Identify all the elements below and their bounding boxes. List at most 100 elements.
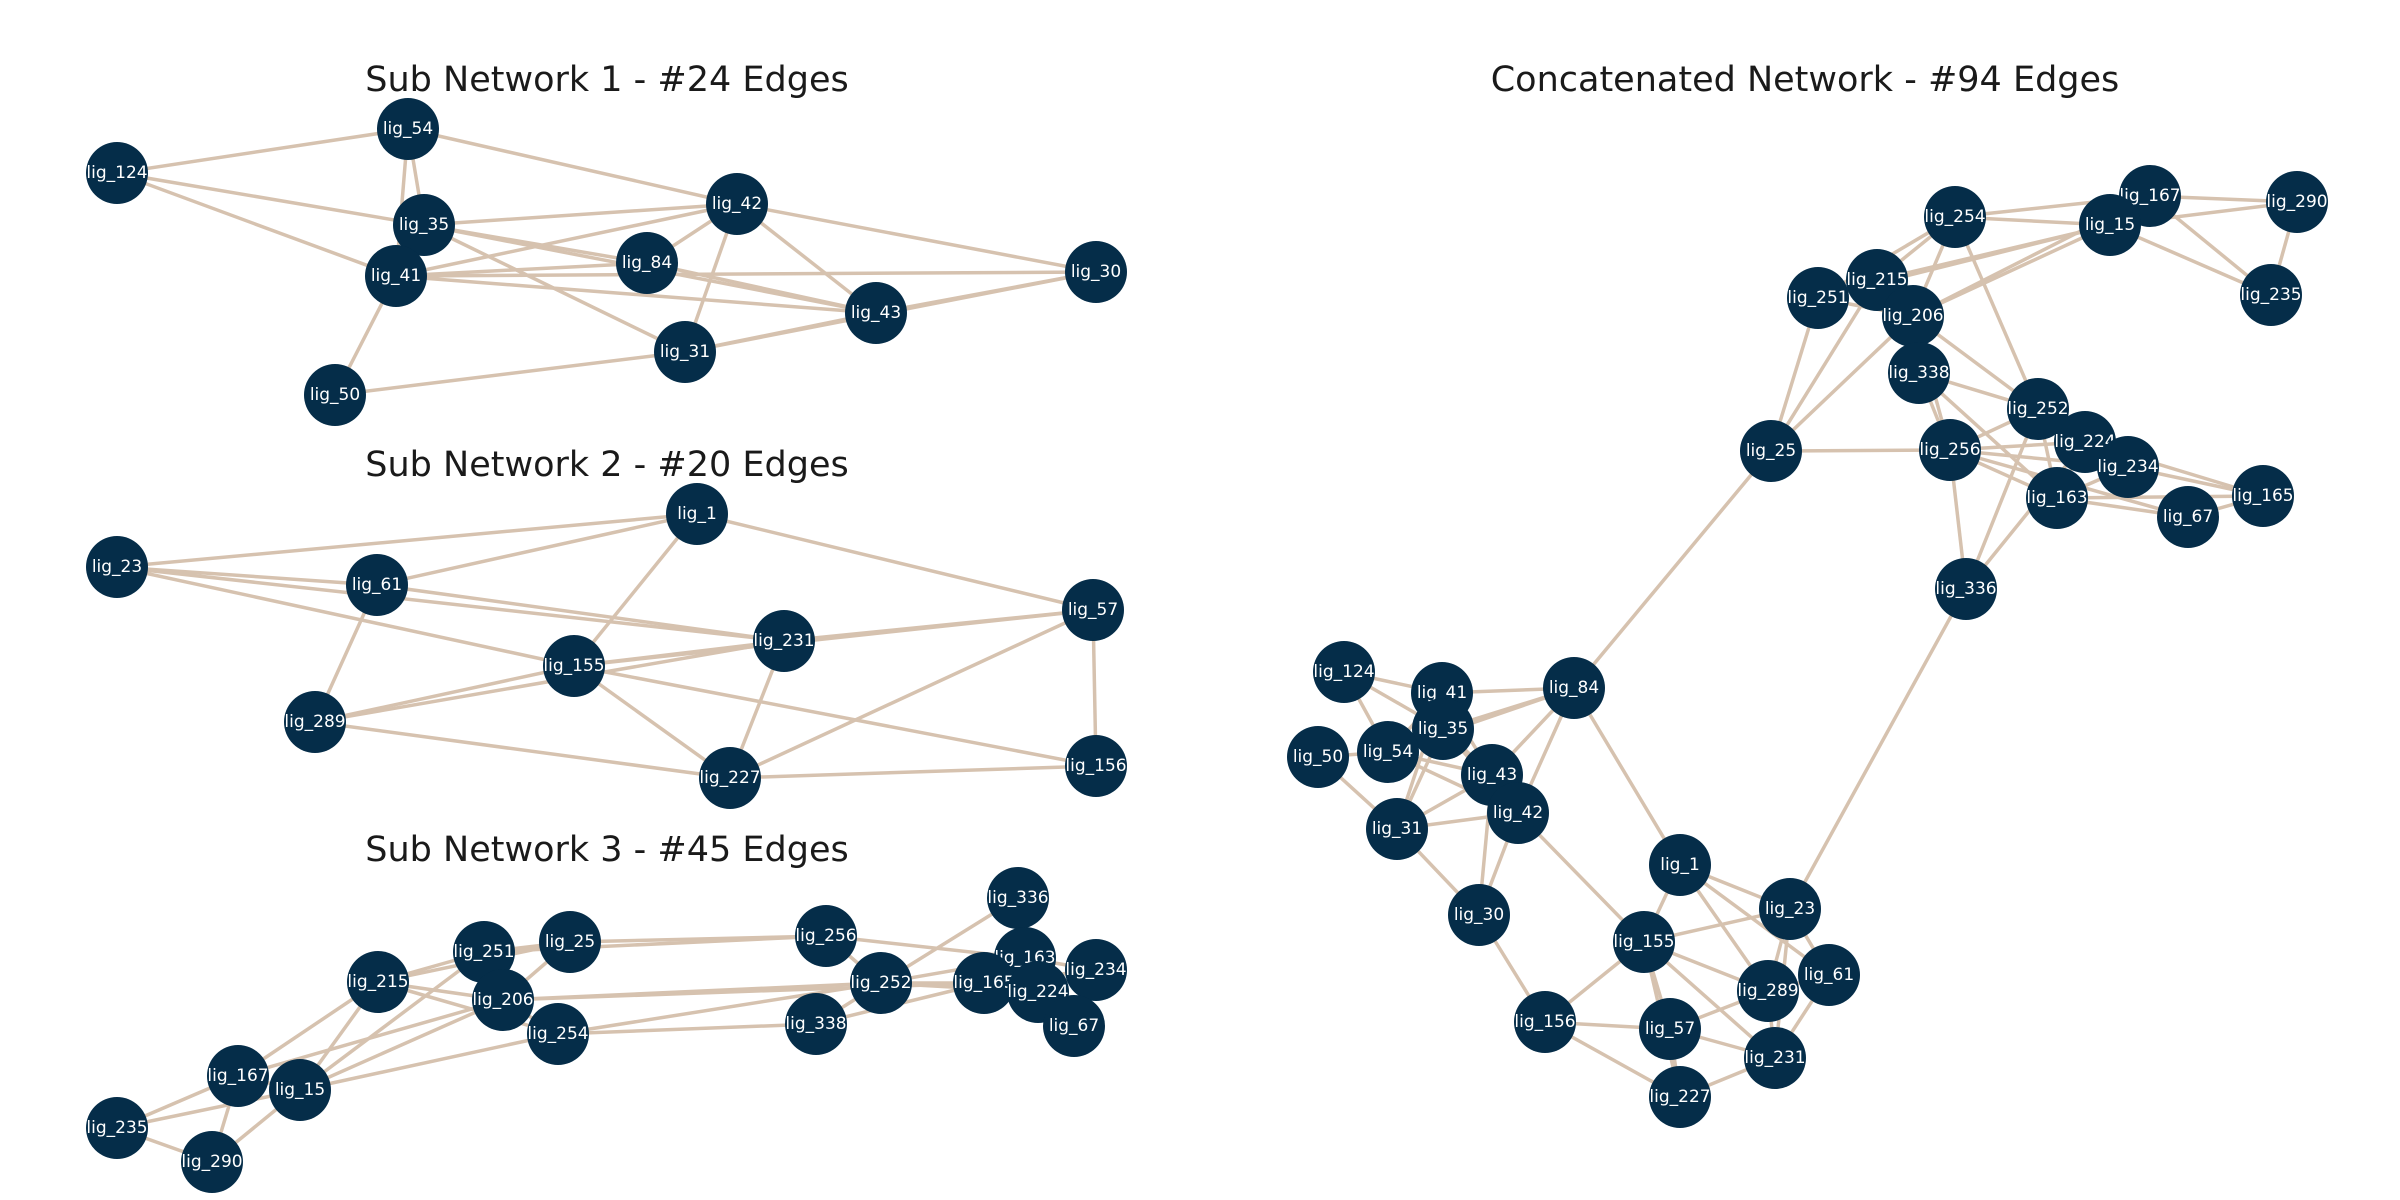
- concat-edge-lig_224-lig_336: [1964, 440, 2087, 591]
- node-circle: [1412, 698, 1474, 760]
- node-circle: [1448, 884, 1510, 946]
- node-label: lig_124: [86, 163, 147, 183]
- sub1-edge-lig_41-lig_43: [395, 274, 877, 315]
- node-circle: [850, 952, 912, 1014]
- node-circle: [1649, 1066, 1711, 1128]
- sub2-edge-lig_155-lig_289: [314, 664, 575, 724]
- sub2-node-lig_231: lig_231: [753, 610, 815, 672]
- node-label: lig_41: [371, 266, 421, 286]
- node-label: lig_338: [1888, 363, 1949, 383]
- node-label: lig_336: [987, 888, 1048, 908]
- sub2-node-lig_289: lig_289: [284, 691, 346, 753]
- node-label: lig_67: [1049, 1016, 1099, 1036]
- node-label: lig_31: [1372, 819, 1422, 839]
- concat-node-lig_336: lig_336: [1935, 558, 1997, 620]
- sub3-node-lig_165: lig_165: [953, 952, 1015, 1014]
- sub3-node-lig_67: lig_67: [1043, 995, 1105, 1057]
- node-circle: [1487, 782, 1549, 844]
- node-label: lig_227: [699, 768, 760, 788]
- edges-layer: [116, 127, 2299, 1164]
- sub1-node-lig_42: lig_42: [706, 173, 768, 235]
- node-label: lig_155: [543, 656, 604, 676]
- node-circle: [753, 610, 815, 672]
- node-label: lig_1: [677, 504, 717, 524]
- node-label: lig_206: [1882, 306, 1943, 326]
- node-circle: [953, 952, 1015, 1014]
- concat-node-lig_235: lig_235: [2240, 264, 2302, 326]
- node-label: lig_231: [753, 631, 814, 651]
- sub1-edge-lig_41-lig_30: [395, 270, 1097, 278]
- sub1-edge-lig_42-lig_30: [736, 202, 1097, 274]
- concat-node-lig_30: lig_30: [1448, 884, 1510, 946]
- node-circle: [1543, 657, 1605, 719]
- node-label: lig_251: [1787, 288, 1848, 308]
- concat-node-lig_54: lig_54: [1357, 721, 1419, 783]
- node-circle: [1639, 998, 1701, 1060]
- sub3-node-lig_167: lig_167: [207, 1045, 269, 1107]
- node-circle: [527, 1003, 589, 1065]
- concat-node-lig_252: lig_252: [2007, 378, 2069, 440]
- node-circle: [86, 1097, 148, 1159]
- node-label: lig_35: [1418, 719, 1468, 739]
- sub1-node-lig_30: lig_30: [1065, 241, 1127, 303]
- node-label: lig_124: [1313, 662, 1374, 682]
- node-label: lig_338: [785, 1014, 846, 1034]
- sub1-node-lig_43: lig_43: [845, 282, 907, 344]
- sub2-node-lig_61: lig_61: [346, 554, 408, 616]
- concat-node-lig_289: lig_289: [1737, 960, 1799, 1022]
- node-label: lig_227: [1649, 1087, 1710, 1107]
- node-label: lig_336: [1935, 579, 1996, 599]
- node-circle: [785, 993, 847, 1055]
- node-circle: [1313, 641, 1375, 703]
- sub1-edge-lig_43-lig_30: [875, 270, 1097, 315]
- sub3-edge-lig_25-lig_256: [569, 934, 827, 944]
- node-circle: [207, 1045, 269, 1107]
- node-circle: [2157, 486, 2219, 548]
- node-circle: [1514, 991, 1576, 1053]
- node-circle: [365, 245, 427, 307]
- sub3-node-lig_336: lig_336: [987, 867, 1049, 929]
- concat-node-lig_256: lig_256: [1919, 419, 1981, 481]
- sub1-edge-lig_50-lig_31: [334, 350, 686, 397]
- node-circle: [1759, 878, 1821, 940]
- sub1-edge-lig_41-lig_84: [395, 261, 648, 278]
- node-circle: [666, 483, 728, 545]
- node-circle: [2007, 378, 2069, 440]
- node-circle: [269, 1059, 331, 1121]
- node-circle: [304, 364, 366, 426]
- node-label: lig_15: [275, 1080, 325, 1100]
- node-label: lig_50: [310, 385, 360, 405]
- concat-node-lig_165: lig_165: [2232, 465, 2294, 527]
- concat-node-lig_84: lig_84: [1543, 657, 1605, 719]
- node-circle: [393, 194, 455, 256]
- node-circle: [1649, 834, 1711, 896]
- node-circle: [1357, 721, 1419, 783]
- concat-node-lig_206: lig_206: [1882, 285, 1944, 347]
- node-label: lig_256: [1919, 440, 1980, 460]
- sub2-node-lig_155: lig_155: [543, 635, 605, 697]
- concat-edge-lig_252-lig_336: [1964, 408, 2040, 590]
- node-label: lig_251: [453, 942, 514, 962]
- node-label: lig_54: [1363, 742, 1413, 762]
- sub2-edge-lig_1-lig_57: [696, 512, 1094, 612]
- node-circle: [2266, 171, 2328, 233]
- node-circle: [1366, 798, 1428, 860]
- node-circle: [1065, 735, 1127, 797]
- node-circle: [453, 921, 515, 983]
- node-label: lig_42: [1493, 803, 1543, 823]
- node-circle: [616, 232, 678, 294]
- sub2-node-lig_227: lig_227: [699, 747, 761, 809]
- nodes-layer: lig_124lig_54lig_35lig_41lig_84lig_42lig…: [86, 98, 2328, 1193]
- node-label: lig_252: [2007, 399, 2068, 419]
- node-circle: [1065, 939, 1127, 1001]
- node-label: lig_224: [2054, 432, 2115, 452]
- node-label: lig_235: [2240, 285, 2301, 305]
- concat-node-lig_234: lig_234: [2097, 436, 2159, 498]
- sub1-node-lig_54: lig_54: [377, 98, 439, 160]
- sub3-node-lig_251: lig_251: [453, 921, 515, 983]
- node-circle: [181, 1131, 243, 1193]
- concat-edge-lig_215-lig_25: [1769, 279, 1879, 452]
- concat-node-lig_227: lig_227: [1649, 1066, 1711, 1128]
- node-label: lig_289: [1737, 981, 1798, 1001]
- sub1-edge-lig_124-lig_41: [116, 171, 397, 278]
